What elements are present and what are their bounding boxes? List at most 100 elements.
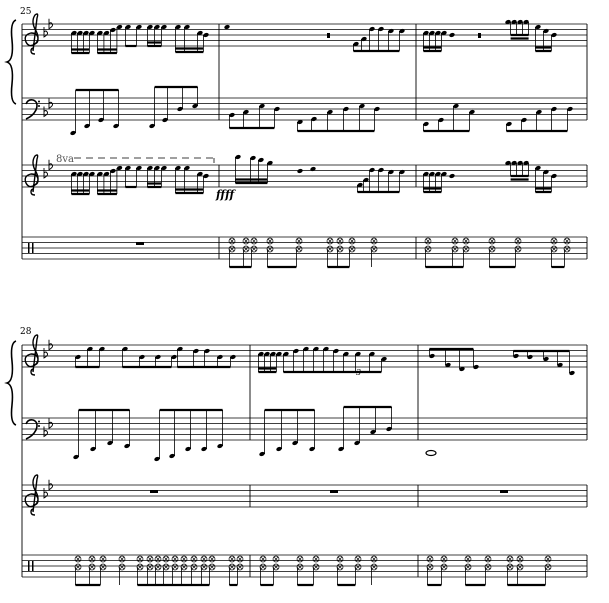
note-head: [521, 117, 527, 123]
percussion-note-head: [190, 555, 198, 563]
percussion-note-cross: [507, 556, 513, 562]
flat-icon: [48, 159, 54, 171]
note-head: [98, 117, 104, 123]
note-head: [139, 354, 145, 360]
note-head: [77, 171, 83, 177]
percussion-note-cross: [297, 556, 303, 562]
bass-clef-icon: [25, 419, 38, 440]
note-head: [258, 157, 264, 163]
percussion-note-head: [348, 237, 356, 245]
note-head: [309, 446, 315, 452]
note-head: [423, 121, 429, 127]
percussion-note-cross: [427, 564, 433, 570]
note-head: [110, 168, 116, 174]
note-head: [505, 160, 511, 166]
note-head: [469, 109, 475, 115]
percussion-note-cross: [297, 564, 303, 570]
percussion-note-cross: [441, 564, 447, 570]
brace-icon: [4, 19, 17, 105]
note-head: [361, 36, 367, 42]
note-head: [229, 112, 235, 118]
percussion-note-cross: [237, 556, 243, 562]
percussion-note-head: [506, 555, 514, 563]
note-head: [116, 24, 123, 30]
percussion-note-cross: [337, 556, 343, 562]
whole-rest-icon: [150, 490, 158, 493]
note-head: [543, 169, 549, 175]
note-head: [97, 171, 103, 177]
flat-icon: [43, 27, 49, 38]
note-head: [517, 19, 523, 25]
note-head: [473, 364, 479, 370]
note-head: [116, 165, 123, 171]
percussion-note-cross: [337, 246, 343, 252]
percussion-note-cross: [427, 556, 433, 562]
percussion-note-cross: [463, 246, 469, 252]
note-head: [235, 154, 241, 160]
percussion-note-cross: [243, 238, 249, 244]
note-head: [177, 346, 183, 352]
note-head: [543, 356, 549, 362]
percussion-note-head: [242, 237, 250, 245]
note-head: [89, 171, 95, 177]
percussion-note-cross: [100, 556, 106, 562]
note-head: [313, 346, 319, 352]
note-head: [110, 27, 116, 33]
percussion-note-cross: [371, 556, 377, 562]
note-head: [136, 165, 142, 171]
percussion-note-cross: [441, 556, 447, 562]
treble-staff-2: [22, 484, 587, 508]
note-head: [551, 32, 557, 38]
percussion-clef-icon: [28, 561, 30, 571]
note-head: [70, 130, 76, 136]
percussion-note-head: [74, 555, 82, 563]
flat-icon: [43, 488, 49, 499]
percussion-note-cross: [229, 238, 235, 244]
note-head: [388, 28, 394, 34]
percussion-note-cross: [267, 246, 273, 252]
note-head: [311, 116, 317, 122]
flat-icon: [48, 339, 54, 351]
note-head: [429, 30, 435, 36]
note-head: [399, 169, 405, 175]
note-head: [551, 173, 557, 179]
note-head: [557, 362, 563, 368]
note-head: [293, 348, 299, 354]
treble-clef-icon: [24, 474, 39, 516]
note-head: [84, 123, 90, 129]
note-head: [441, 171, 447, 177]
percussion-note-cross: [485, 564, 491, 570]
percussion-note-cross: [251, 246, 257, 252]
percussion-note-cross: [229, 556, 235, 562]
note-head: [136, 24, 142, 30]
note-head: [511, 160, 517, 166]
percussion-note-cross: [465, 556, 471, 562]
note-head: [243, 109, 249, 115]
percussion-note-cross: [507, 564, 513, 570]
note-head: [192, 103, 198, 109]
note-head: [386, 426, 392, 432]
note-head: [333, 348, 339, 354]
note-head: [149, 123, 155, 129]
percussion-note-cross: [273, 564, 279, 570]
percussion-note-head: [370, 555, 378, 563]
note-head: [438, 117, 444, 123]
note-head: [184, 165, 190, 171]
percussion-note-cross: [355, 556, 361, 562]
percussion-note-head: [544, 555, 552, 563]
bass-staff: [22, 417, 587, 441]
percussion-note-cross: [517, 564, 523, 570]
brace-icon: [4, 340, 17, 426]
note-head: [338, 446, 344, 452]
percussion-note-cross: [452, 238, 458, 244]
note-head: [90, 446, 96, 452]
bass-clef-dot: [38, 105, 40, 107]
percussion-note-cross: [327, 246, 333, 252]
note-head: [381, 356, 387, 362]
percussion-note-cross: [229, 246, 235, 252]
note-head: [355, 351, 361, 357]
percussion-note-head: [326, 237, 334, 245]
note-head: [323, 346, 329, 352]
note-head: [511, 19, 517, 25]
note-head: [523, 160, 529, 166]
